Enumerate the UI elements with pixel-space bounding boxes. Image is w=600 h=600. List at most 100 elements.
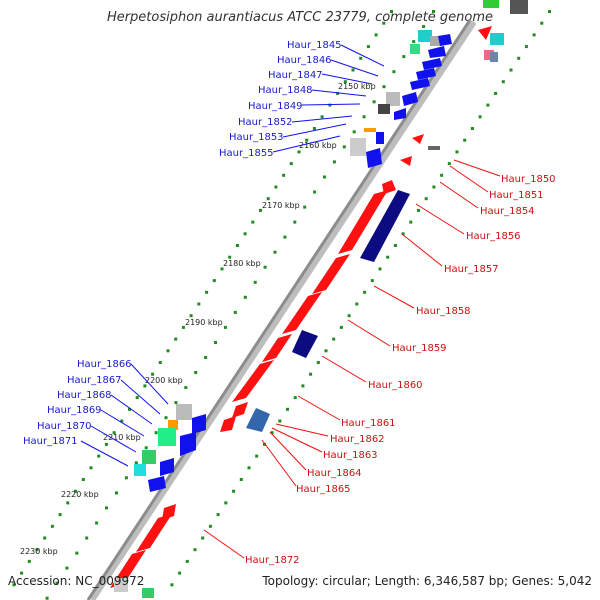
gc-dot — [43, 536, 47, 540]
gc-dot — [455, 150, 459, 154]
gc-dot — [532, 33, 536, 37]
gc-dot — [174, 401, 178, 405]
gc-dot — [12, 583, 16, 587]
gene-label: Haur_1849 — [248, 101, 303, 112]
gene-arrow-blue — [410, 78, 430, 90]
gene-label: Haur_1854 — [480, 206, 535, 217]
gc-dot — [194, 371, 198, 374]
gc-dot — [278, 419, 282, 423]
gc-dot — [27, 559, 31, 563]
gc-dot — [374, 33, 378, 37]
gene-arrow-red — [382, 180, 396, 194]
gc-dot — [263, 265, 267, 269]
gc-dot — [286, 407, 289, 411]
tick-label: 2150 kbp — [338, 82, 376, 91]
leader-line — [373, 285, 415, 309]
leader-line — [291, 115, 353, 123]
gc-dot — [355, 302, 359, 306]
gene-label: Haur_1867 — [67, 375, 122, 386]
tick-label: 2170 kbp — [262, 201, 300, 210]
gc-dot — [293, 220, 297, 224]
leader-line — [130, 363, 169, 405]
gene-box-dark — [378, 104, 390, 114]
gc-dot — [255, 454, 259, 458]
gc-dot — [478, 115, 482, 119]
gene-label: Haur_1859 — [392, 343, 447, 354]
leader-line — [330, 59, 379, 77]
gc-dot — [158, 361, 162, 364]
gene-box-green — [142, 450, 156, 464]
leader-line — [321, 73, 373, 85]
gc-dot — [470, 127, 474, 130]
gene-arrow-blue — [438, 34, 452, 46]
gc-dot — [486, 103, 490, 107]
gc-dot — [293, 396, 297, 400]
gc-dot — [134, 461, 138, 465]
gene-box-blue — [376, 132, 384, 144]
gc-dot — [409, 220, 413, 224]
gc-dot — [324, 349, 328, 353]
gene-label: Haur_1860 — [368, 380, 423, 391]
gc-dot — [239, 478, 243, 481]
leader-line — [340, 44, 385, 67]
gc-dot — [66, 501, 70, 505]
gene-label: Haur_1868 — [57, 390, 112, 401]
leader-line — [275, 423, 329, 437]
gc-dot — [197, 302, 201, 306]
gc-dot — [214, 341, 217, 344]
leader-line — [301, 103, 361, 106]
gc-dot — [274, 185, 278, 189]
leader-line — [271, 427, 323, 453]
gc-dot — [447, 162, 451, 166]
gene-label: Haur_1851 — [489, 190, 544, 201]
gene-label: Haur_1853 — [229, 132, 284, 143]
gc-dot — [372, 100, 376, 104]
gc-dot — [184, 386, 188, 390]
gc-dot — [170, 583, 174, 587]
gc-dot — [417, 208, 420, 212]
gc-dot — [463, 138, 467, 142]
gc-content-track — [12, 10, 551, 600]
gene-arrow-blue — [422, 58, 442, 70]
gene-arrow-blue — [366, 148, 382, 168]
gene-arrow-red — [136, 514, 172, 552]
gc-dot — [282, 173, 286, 177]
gc-dot — [390, 10, 393, 13]
gc-dot — [154, 431, 158, 435]
gc-dot — [342, 145, 346, 149]
gc-dot — [297, 150, 301, 154]
gene-label: Haur_1846 — [277, 55, 332, 66]
gc-dot — [204, 356, 208, 359]
gene-box-green — [158, 428, 176, 446]
leader-line — [453, 159, 501, 177]
gc-dot — [235, 244, 239, 247]
gene-box-steel — [246, 408, 270, 432]
leader-line — [297, 395, 341, 421]
gene-box-navy — [292, 330, 318, 358]
gc-dot — [509, 68, 513, 72]
gc-dot — [50, 524, 54, 528]
gc-dot — [262, 442, 266, 446]
gene-arrow-red — [220, 416, 236, 432]
gc-dot — [20, 571, 24, 575]
gene-label: Haur_1858 — [416, 306, 471, 317]
gc-dot — [243, 232, 247, 236]
gc-dot — [135, 396, 139, 400]
gc-dot — [359, 56, 363, 60]
backbone — [86, 19, 472, 600]
gc-dot — [185, 559, 189, 563]
gene-box-cyan — [418, 30, 432, 42]
gene-arrow-blue — [416, 68, 436, 80]
gc-dot — [58, 513, 62, 517]
gene-label: Haur_1852 — [238, 117, 293, 128]
gc-dot — [120, 419, 124, 423]
gc-dot — [313, 190, 317, 194]
gene-box-grey — [428, 146, 440, 150]
gene-box-cyan — [490, 33, 504, 45]
gc-dot — [382, 21, 386, 25]
gene-label: Haur_1865 — [296, 484, 351, 495]
gc-dot — [352, 130, 356, 134]
leader-line — [272, 135, 341, 153]
gene-box-green — [410, 44, 420, 54]
gc-dot — [303, 205, 307, 209]
